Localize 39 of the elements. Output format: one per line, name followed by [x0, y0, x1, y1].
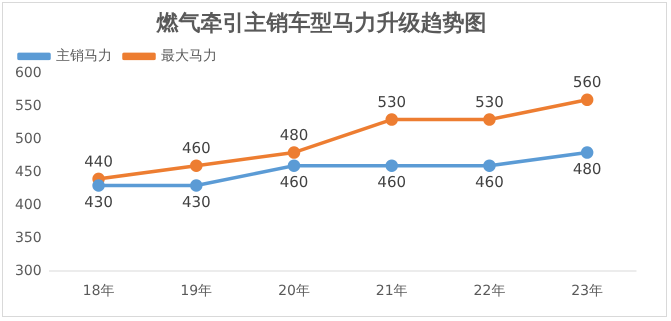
point	[190, 159, 203, 172]
data-label: 560	[572, 73, 602, 92]
x-tick-label: 21年	[376, 283, 408, 300]
x-tick-label: 19年	[180, 283, 212, 300]
data-label: 460	[182, 139, 211, 158]
y-tick-label: 350	[14, 230, 42, 246]
y-tick-label: 400	[14, 196, 42, 213]
point	[288, 146, 300, 159]
y-tick-label: 550	[14, 98, 42, 114]
legend-label: 最大马力	[161, 48, 217, 64]
point	[483, 159, 496, 172]
y-tick-label: 600	[14, 65, 42, 82]
point	[580, 94, 594, 106]
point	[580, 146, 594, 159]
chart-title: 燃气牵引主销车型马力升级趋势图	[156, 10, 486, 36]
data-label: 480	[572, 160, 602, 178]
legend-label: 主销马力	[56, 48, 112, 64]
x-tick-label: 23年	[571, 283, 604, 300]
data-label: 440	[84, 152, 113, 170]
point	[92, 179, 105, 192]
data-label: 430	[84, 192, 113, 211]
y-tick-label: 500	[14, 130, 42, 147]
point	[385, 113, 398, 126]
x-tick-label: 20年	[278, 283, 310, 300]
data-label: 460	[280, 173, 308, 192]
point	[483, 113, 496, 126]
y-tick-label: 300	[14, 262, 42, 279]
data-label: 430	[182, 192, 211, 211]
point	[288, 159, 300, 172]
x-tick-label: 18年	[82, 283, 114, 300]
x-tick-label: 22年	[474, 283, 506, 300]
data-label: 460	[377, 173, 406, 192]
point	[385, 159, 398, 172]
data-label: 530	[377, 92, 406, 111]
data-label: 530	[475, 92, 504, 111]
y-tick-label: 450	[14, 164, 42, 180]
data-label: 480	[280, 126, 308, 144]
point	[190, 179, 203, 192]
data-label: 460	[475, 173, 504, 192]
